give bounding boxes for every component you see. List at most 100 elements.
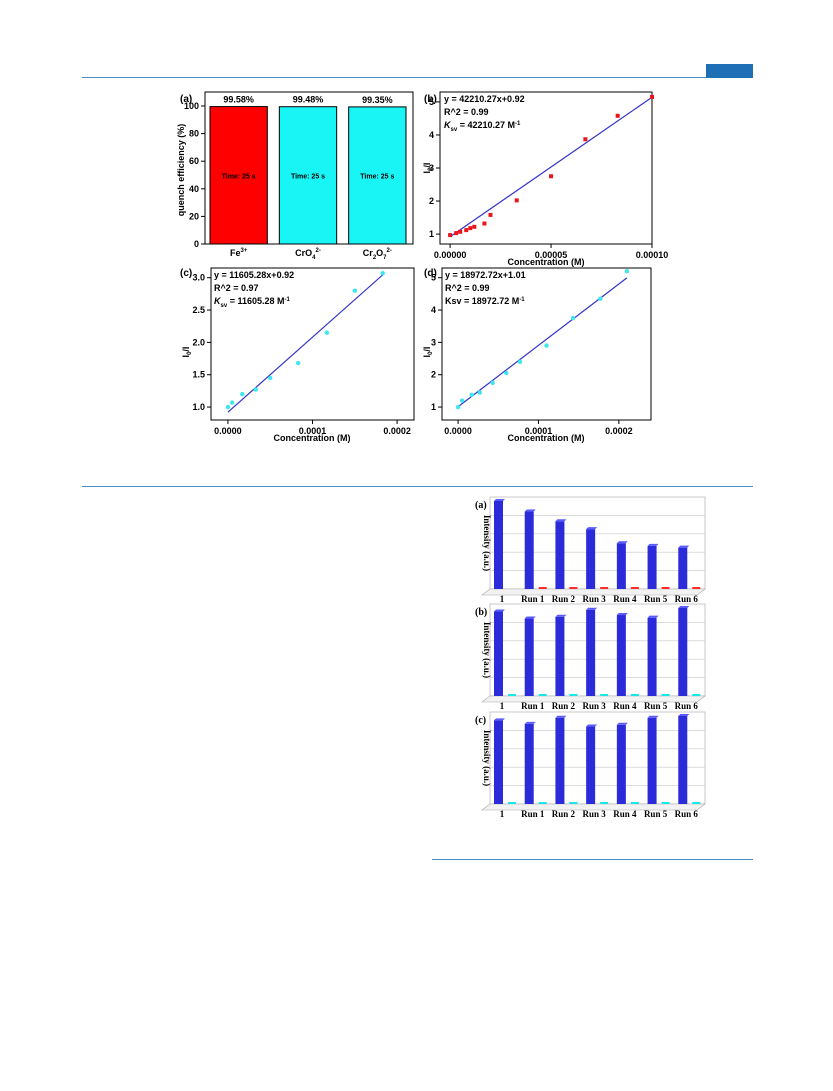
y-tick-label: 4: [431, 305, 436, 315]
intensity-bar: [555, 521, 565, 589]
recycle-panel: (b) Intensity (a.u.) 1 Run 1 Run 2 Run 3 Run 4…: [475, 603, 706, 711]
x-tick-label: Run 1: [521, 809, 545, 819]
recycle-panel: (c) Intensity (a.u.) 1 Run 1 Run 2 Run 3 Run 4…: [475, 711, 706, 819]
x-tick-label: 0.0000: [214, 426, 242, 436]
x-tick-label: 0.00010: [636, 250, 669, 260]
ksv-value: Ksv = 11605.28 M-1: [214, 296, 290, 309]
quenched-bar: [661, 694, 670, 696]
data-point: [583, 137, 588, 142]
quenched-bar: [661, 802, 670, 804]
panel-label: (c): [180, 268, 192, 279]
quenched-bar: [600, 802, 609, 804]
x-tick-label: Run 3: [583, 701, 607, 711]
quenched-bar: [630, 802, 639, 804]
intensity-bar: [678, 608, 688, 696]
bar-top: [647, 715, 659, 718]
fit-equation: y = 11605.28x+0.92: [214, 270, 294, 280]
fit-line: [449, 96, 653, 238]
y-axis-label: Intensity (a.u.): [482, 515, 492, 571]
bar: [348, 106, 407, 245]
x-tick-label: 0.0002: [383, 426, 411, 436]
bar-top: [524, 721, 536, 724]
bar-top: [678, 606, 690, 608]
bar-top: [555, 715, 567, 718]
x-tick-label: 0.0002: [605, 426, 633, 436]
intensity-bar: [586, 726, 596, 804]
data-point: [454, 231, 459, 236]
data-point: [549, 174, 554, 179]
intensity-bar: [494, 720, 503, 804]
intensity-bar: [555, 616, 565, 696]
y-tick-label: 80: [189, 129, 199, 139]
y-axis-label: Intensity (a.u.): [482, 622, 492, 678]
quenched-bar: [600, 694, 609, 696]
y-axis-label: quench efficiency (%): [176, 124, 186, 217]
y-tick-label: 2: [429, 196, 434, 206]
x-tick-label: 0.0001: [299, 426, 327, 436]
bar-top: [524, 509, 536, 512]
data-point: [490, 380, 495, 386]
x-tick-label: Run 6: [675, 594, 699, 604]
bar-value-label: 99.58%: [223, 95, 254, 105]
data-point: [229, 400, 235, 405]
back-wall: [489, 603, 706, 697]
y-tick-label: 60: [189, 156, 199, 166]
y-tick-label: 3: [431, 337, 436, 347]
y-axis-label: I0/I: [422, 163, 434, 174]
y-tick-label: 1.0: [192, 402, 205, 412]
intensity-bar: [647, 717, 657, 804]
intensity-bar: [494, 501, 503, 589]
y-tick-label: 1.5: [192, 370, 205, 380]
x-tick-label: 0.00005: [535, 250, 568, 260]
panel-label: (c): [475, 715, 486, 726]
panel-c: (c) y = 11605.28x+0.92 R^2 = 0.97 Ksv = …: [180, 267, 415, 443]
fit-equation: y = 42210.27x+0.92: [444, 94, 525, 104]
data-point: [472, 224, 477, 229]
intensity-bar: [616, 615, 626, 696]
intensity-bar: [524, 511, 534, 589]
y-tick-label: 5: [429, 97, 434, 107]
data-point: [455, 404, 461, 410]
quenched-bar: [630, 587, 639, 589]
bar-value-label: 99.35%: [362, 95, 393, 105]
y-tick-label: 5: [431, 273, 436, 283]
quenched-bar: [538, 694, 547, 696]
quenched-bar: [538, 802, 547, 804]
panel-label: (a): [180, 94, 192, 105]
data-point: [448, 233, 453, 238]
panel-a: (a) quench efficiency (%) 0 20 40 60 80 100 9…: [176, 91, 414, 261]
x-tick-label: Run 3: [583, 594, 607, 604]
bar-top: [678, 545, 690, 548]
x-tick-label: Run 4: [613, 594, 637, 604]
bar-time-label: Time: 25 s: [222, 173, 256, 180]
bar-top: [494, 609, 505, 612]
intensity-bar: [586, 529, 596, 589]
r-squared: R^2 = 0.97: [214, 283, 259, 293]
data-point: [464, 228, 469, 233]
data-point: [598, 296, 603, 301]
data-point: [514, 198, 519, 203]
plot-frame: [441, 267, 652, 421]
y-axis-label: Intensity (a.u.): [482, 730, 492, 786]
header-rule: [82, 77, 753, 78]
x-tick-label: Run 5: [644, 594, 668, 604]
x-tick-label: CrO42-: [295, 248, 321, 261]
intensity-bar: [524, 723, 534, 804]
panel-label: (b): [475, 607, 487, 618]
y-tick-label: 40: [189, 184, 199, 194]
figure-rule: [432, 859, 753, 860]
data-point: [225, 404, 231, 410]
data-point: [459, 398, 465, 403]
ksv-value: Ksv = 42210.27 M-1: [444, 120, 521, 133]
quenched-bar: [600, 587, 609, 589]
bar-top: [616, 722, 628, 725]
x-tick-label: Fe3+: [230, 248, 248, 258]
x-tick-label: Run 2: [552, 809, 576, 819]
data-point: [240, 391, 245, 397]
bar-top: [616, 541, 628, 544]
data-point: [650, 94, 654, 99]
x-tick-label: 0.00000: [434, 250, 467, 260]
intensity-bar: [616, 543, 626, 589]
x-tick-label: 0.0001: [525, 426, 553, 436]
